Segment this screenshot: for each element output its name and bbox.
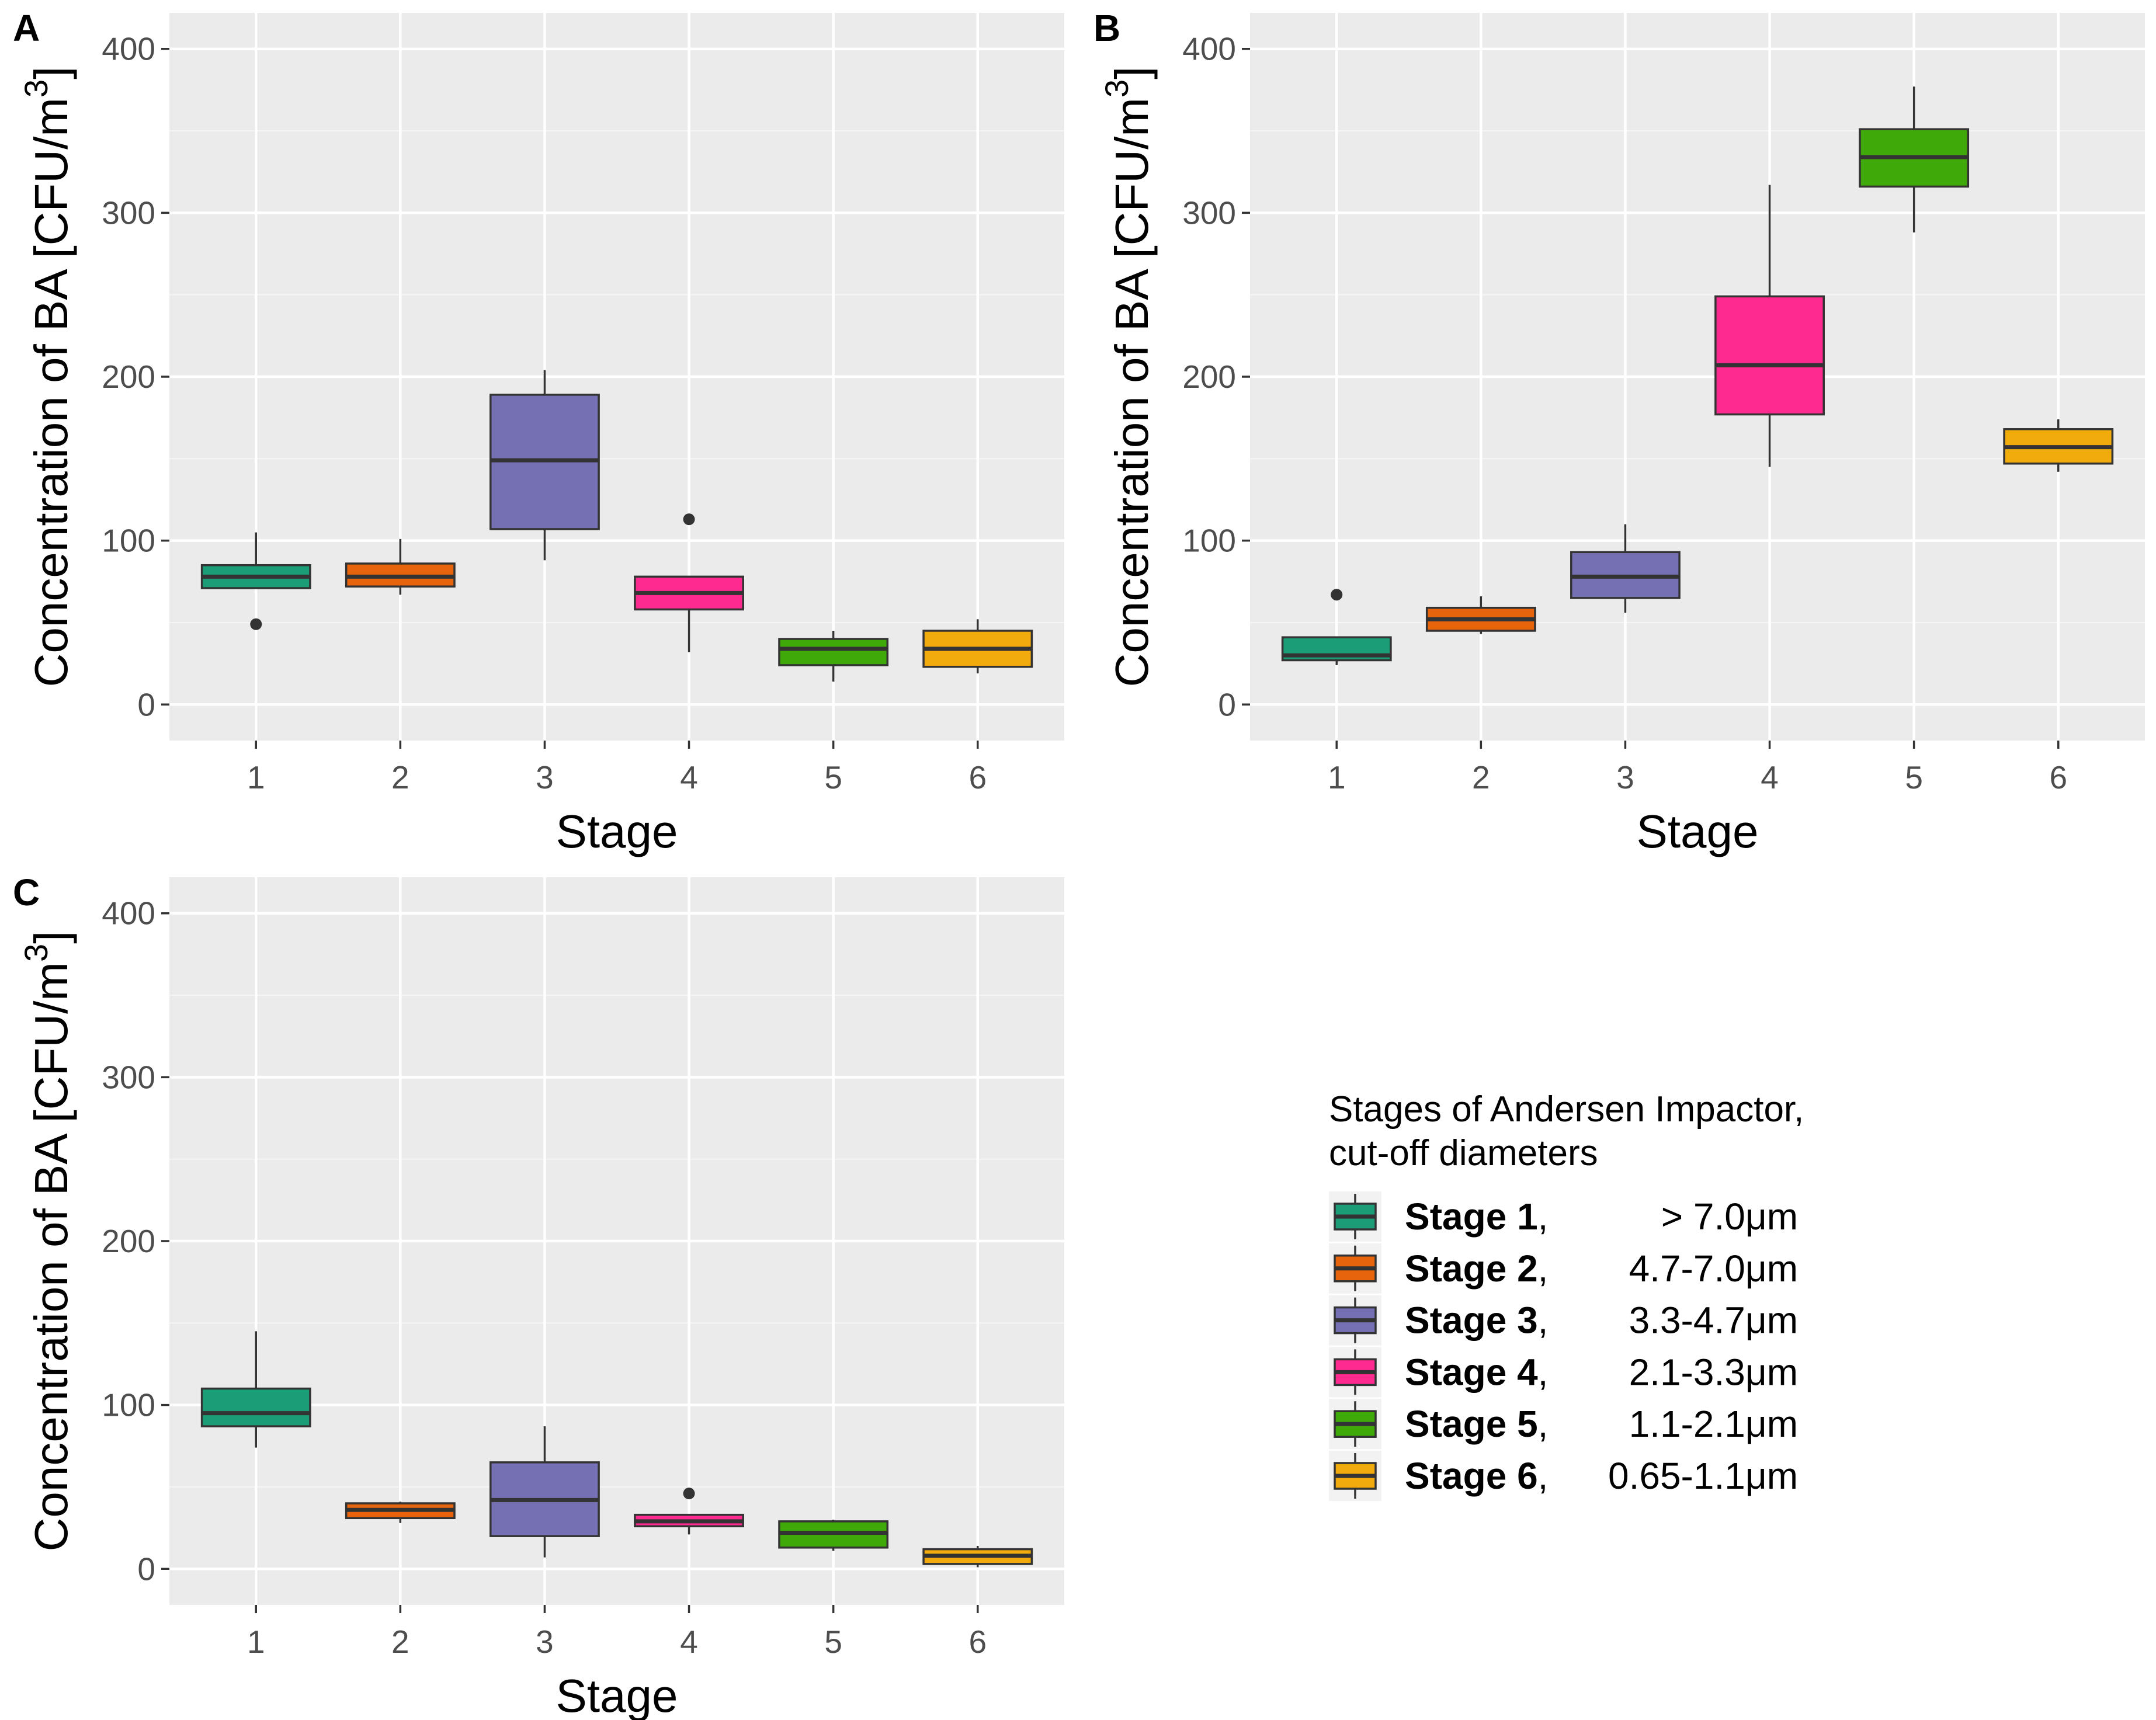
legend-range: 1.1-2.1μm xyxy=(1629,1403,1798,1445)
x-tick-label: 6 xyxy=(968,1624,987,1660)
y-axis-title: Concentration of BA [CFU/m3] xyxy=(18,931,77,1552)
legend-label: Stage 3, xyxy=(1405,1299,1548,1342)
outlier-point xyxy=(683,1488,695,1500)
legend-item-stage-6: Stage 6, 0.65-1.1μm xyxy=(1329,1451,1798,1501)
y-tick-label: 400 xyxy=(102,31,155,67)
box-iqr xyxy=(1714,295,1825,416)
x-tick-label: 4 xyxy=(680,1624,698,1660)
y-tick-label: 200 xyxy=(102,1223,155,1259)
box-stage-1 xyxy=(200,532,311,630)
outlier-point xyxy=(1331,589,1343,601)
x-tick-label: 1 xyxy=(247,759,265,795)
box-stage-2 xyxy=(1425,596,1536,634)
box-iqr xyxy=(778,638,889,666)
x-tick-label: 5 xyxy=(824,759,842,795)
y-tick-label: 0 xyxy=(137,686,155,722)
legend-label: Stage 6, xyxy=(1405,1455,1548,1497)
y-tick-label: 400 xyxy=(1182,31,1236,67)
box-stage-6 xyxy=(922,1545,1033,1568)
x-tick-label: 3 xyxy=(536,1624,554,1660)
box-stage-2 xyxy=(345,1502,456,1523)
legend-range: 2.1-3.3μm xyxy=(1629,1351,1798,1393)
panel-tag: A xyxy=(13,7,40,49)
x-tick-label: 4 xyxy=(680,759,698,795)
legend-range: 4.7-7.0μm xyxy=(1629,1248,1798,1290)
y-axis-title: Concentration of BA [CFU/m3] xyxy=(1098,67,1158,687)
box-stage-4 xyxy=(1714,185,1825,467)
legend-range: 0.65-1.1μm xyxy=(1608,1455,1798,1497)
y-tick-label: 300 xyxy=(102,194,155,231)
x-tick-label: 6 xyxy=(968,759,987,795)
legend-item-stage-3: Stage 3, 3.3-4.7μm xyxy=(1329,1295,1798,1346)
x-axis-title: Stage xyxy=(1636,805,1758,857)
y-axis-title: Concentration of BA [CFU/m3] xyxy=(18,67,77,687)
x-axis-title: Stage xyxy=(556,1670,678,1720)
x-tick-label: 1 xyxy=(247,1624,265,1660)
box-stage-3 xyxy=(489,370,600,561)
x-axis-title: Stage xyxy=(556,805,678,857)
box-stage-2 xyxy=(345,538,456,595)
legend-item-stage-2: Stage 2, 4.7-7.0μm xyxy=(1329,1243,1798,1294)
x-tick-label: 1 xyxy=(1328,759,1346,795)
legend-item-stage-4: Stage 4, 2.1-3.3μm xyxy=(1329,1347,1798,1398)
legend: Stages of Andersen Impactor,cut-off diam… xyxy=(1329,1089,1804,1501)
legend-label: Stage 4, xyxy=(1405,1351,1548,1393)
panel-tag: C xyxy=(13,871,40,913)
box-stage-4 xyxy=(634,513,744,652)
panel-c: 0 100 200 300 400 1 2 3 4 5 6 Stage Concentration of… xyxy=(13,871,1064,1720)
x-tick-label: 2 xyxy=(1472,759,1490,795)
panel-a: 0 100 200 300 400 1 2 3 4 5 6 Stage Concentration of… xyxy=(13,7,1064,857)
legend-title: Stages of Andersen Impactor, xyxy=(1329,1089,1804,1130)
outlier-point xyxy=(250,618,262,630)
legend-label: Stage 2, xyxy=(1405,1248,1548,1290)
y-tick-label: 300 xyxy=(1182,194,1236,231)
box-stage-6 xyxy=(2003,419,2114,472)
legend-item-stage-5: Stage 5, 1.1-2.1μm xyxy=(1329,1399,1798,1450)
y-tick-label: 400 xyxy=(102,895,155,932)
legend-label: Stage 1, xyxy=(1405,1196,1548,1238)
x-tick-label: 5 xyxy=(824,1624,842,1660)
legend-range: 3.3-4.7μm xyxy=(1629,1299,1798,1342)
box-stage-1 xyxy=(1281,589,1392,665)
x-tick-label: 4 xyxy=(1761,759,1779,795)
x-tick-label: 6 xyxy=(2049,759,2067,795)
box-stage-4 xyxy=(634,1488,744,1535)
legend-item-stage-1: Stage 1, > 7.0μm xyxy=(1329,1191,1798,1242)
y-tick-label: 100 xyxy=(102,523,155,559)
box-stage-5 xyxy=(778,1520,889,1551)
y-tick-label: 100 xyxy=(1182,523,1236,559)
legend-range: > 7.0μm xyxy=(1661,1196,1798,1238)
x-tick-label: 3 xyxy=(1616,759,1634,795)
y-tick-label: 200 xyxy=(1182,359,1236,395)
outlier-point xyxy=(683,513,695,526)
box-stage-6 xyxy=(922,619,1033,673)
x-tick-label: 2 xyxy=(391,1624,409,1660)
y-tick-label: 0 xyxy=(137,1551,155,1587)
box-stage-1 xyxy=(200,1331,311,1448)
x-tick-label: 5 xyxy=(1905,759,1923,795)
box-iqr xyxy=(200,1387,311,1427)
legend-label: Stage 5, xyxy=(1405,1403,1548,1445)
x-tick-label: 3 xyxy=(536,759,554,795)
y-tick-label: 300 xyxy=(102,1059,155,1095)
y-tick-label: 200 xyxy=(102,359,155,395)
legend-subtitle: cut-off diameters xyxy=(1329,1133,1598,1173)
panel-tag: B xyxy=(1093,7,1120,49)
panel-b: 0 100 200 300 400 1 2 3 4 5 6 Stage Concentration of… xyxy=(1093,7,2145,857)
box-stage-5 xyxy=(778,630,889,682)
y-tick-label: 0 xyxy=(1218,686,1236,722)
box-stage-3 xyxy=(489,1426,600,1558)
box-stage-3 xyxy=(1570,524,1681,613)
x-tick-label: 2 xyxy=(391,759,409,795)
box-stage-5 xyxy=(1859,86,1970,233)
y-tick-label: 100 xyxy=(102,1387,155,1423)
